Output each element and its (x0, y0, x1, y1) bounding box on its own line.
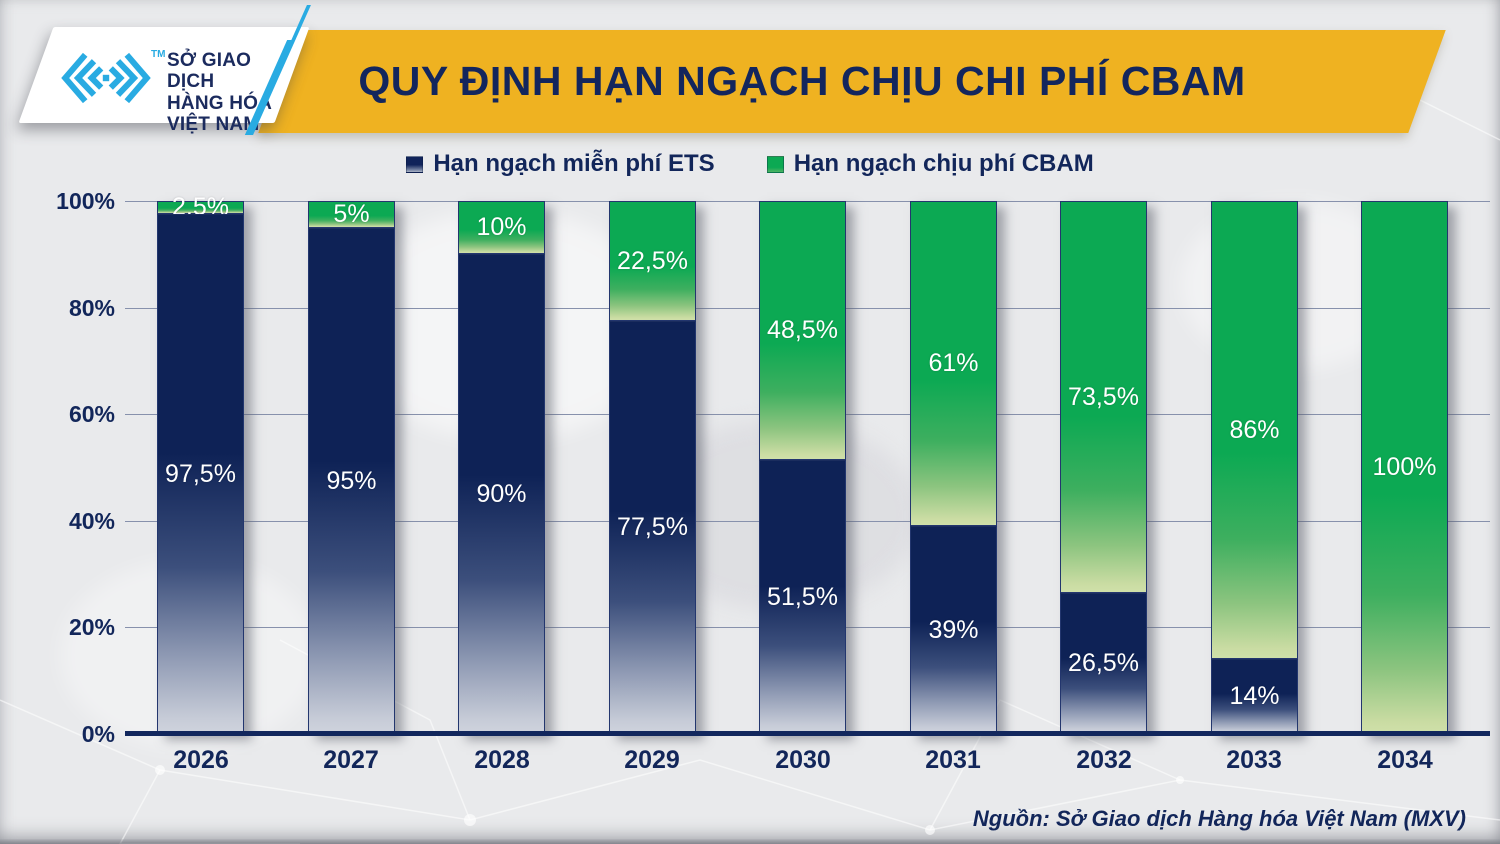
x-axis-tick-label: 2030 (775, 746, 831, 774)
x-axis-tick-label: 2027 (323, 746, 379, 774)
cbam-bar-segment: 48,5% (759, 201, 846, 460)
bar-value-label: 39% (928, 615, 979, 644)
bar-value-label: 10% (476, 213, 527, 241)
ets-bar-segment: 95% (308, 228, 395, 734)
y-axis-tick-label: 60% (68, 401, 115, 427)
bar-2031: 61% 39% (910, 201, 997, 734)
ets-bar-segment: 90% (458, 254, 545, 734)
bar-value-label: 77,5% (617, 513, 688, 541)
x-axis-tick-label: 2034 (1377, 746, 1433, 774)
cbam-bar-segment: 10% (458, 201, 545, 254)
x-axis-tick-label: 2033 (1226, 746, 1282, 774)
logo-text: SỞ GIAO DỊCH HÀNG HÓA VIỆT NAM (167, 50, 297, 135)
bar-value-label: 73,5% (1068, 382, 1139, 411)
cbam-bar-segment: 22,5% (609, 201, 696, 321)
ets-bar-segment: 39% (910, 526, 997, 734)
bar-2030: 48,5% 51,5% (759, 201, 846, 734)
bar-2026: 2,5% 97,5% (157, 193, 244, 734)
ets-bar-segment: 77,5% (609, 321, 696, 734)
trademark-symbol: TM (151, 49, 166, 60)
cbam-bar-segment: 2,5% (157, 193, 244, 221)
ets-bar-segment: 51,5% (759, 460, 846, 734)
y-axis-tick-label: 80% (68, 295, 115, 321)
bar-value-label: 97,5% (165, 459, 236, 488)
logo-text-line: SỞ GIAO DỊCH (167, 50, 252, 93)
bar-2034: 100% (1361, 201, 1448, 734)
source-note: Nguồn: Sở Giao dịch Hàng hóa Việt Nam (M… (972, 806, 1466, 831)
legend-label: Hạn ngạch chịu phí CBAM (793, 150, 1094, 177)
x-axis-tick-label: 2032 (1076, 746, 1132, 774)
x-axis-line (125, 731, 1490, 736)
mxv-logo-icon (61, 52, 151, 104)
ets-bar-segment: 14% (1211, 659, 1298, 734)
y-axis-tick-label: 0% (81, 721, 115, 747)
cbam-bar-segment: 100% (1361, 201, 1448, 734)
logo-text-line: HÀNG HÓA (167, 92, 273, 114)
cbam-bar-segment: 5% (308, 200, 395, 228)
bar-value-label: 14% (1229, 682, 1280, 710)
cbam-bar-segment: 86% (1211, 201, 1298, 659)
logo-text-line: VIỆT NAM (167, 113, 260, 135)
legend-item-ets: Hạn ngạch miễn phí ETS (406, 150, 715, 178)
cbam-legend-swatch (766, 155, 784, 173)
x-axis-tick-label: 2028 (474, 746, 530, 774)
bar-value-label: 48,5% (767, 316, 838, 344)
x-axis-tick-label: 2029 (624, 746, 680, 774)
bar-value-label: 26,5% (1068, 649, 1139, 677)
bar-value-label: 86% (1229, 415, 1280, 444)
x-axis-tick-label: 2026 (173, 746, 229, 774)
bar-value-label: 51,5% (767, 582, 838, 611)
bar-2028: 10% 90% (458, 201, 545, 734)
slide-bottom-edge (0, 839, 1500, 844)
y-axis-tick-label: 100% (56, 188, 115, 214)
x-axis-tick-label: 2031 (925, 746, 981, 774)
ets-bar-segment: 26,5% (1060, 593, 1147, 734)
ets-legend-swatch (406, 155, 424, 173)
cbam-bar-segment: 61% (910, 201, 997, 526)
legend-label: Hạn ngạch miễn phí ETS (433, 150, 715, 177)
bar-2029: 22,5% 77,5% (609, 201, 696, 734)
y-axis-tick-label: 20% (68, 614, 115, 640)
y-axis-tick-label: 40% (68, 508, 115, 534)
cbam-bar-segment: 73,5% (1060, 201, 1147, 593)
bar-value-label: 95% (326, 466, 377, 495)
chart-legend: Hạn ngạch miễn phí ETS Hạn ngạch chịu ph… (0, 149, 1500, 179)
bar-value-label: 5% (333, 200, 370, 228)
bar-value-label: 100% (1372, 453, 1437, 481)
bar-2027: 5% 95% (308, 200, 395, 734)
page-title: QUY ĐỊNH HẠN NGẠCH CHỊU CHI PHÍ CBAM (358, 58, 1246, 104)
legend-item-cbam: Hạn ngạch chịu phí CBAM (766, 150, 1094, 178)
bar-value-label: 22,5% (617, 246, 688, 275)
bar-2032: 73,5% 26,5% (1060, 201, 1147, 734)
bar-2033: 86% 14% (1211, 201, 1298, 734)
bar-value-label: 61% (928, 349, 979, 377)
bar-value-label: 90% (476, 479, 527, 508)
ets-bar-segment: 97,5% (157, 214, 244, 734)
